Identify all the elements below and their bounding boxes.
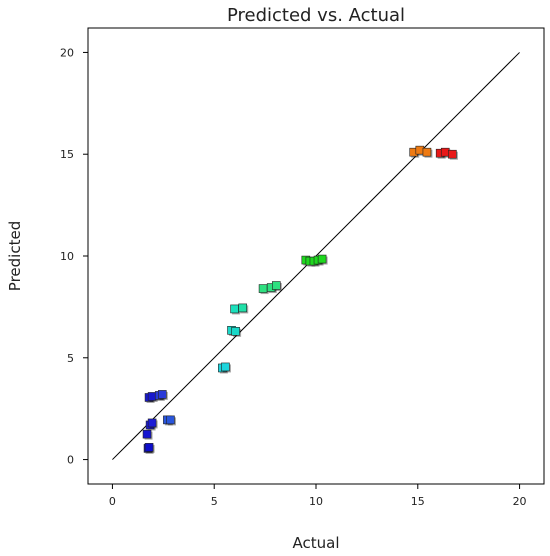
data-point	[166, 415, 176, 426]
x-tick-label: 10	[309, 495, 323, 508]
data-point	[144, 443, 155, 453]
y-tick-label: 0	[67, 454, 74, 467]
x-tick-label: 5	[211, 495, 218, 508]
data-point	[221, 362, 231, 373]
chart-title: Predicted vs. Actual	[227, 5, 405, 26]
y-tick-label: 5	[67, 352, 74, 365]
y-axis-ticks: 0 5 10 15 20	[60, 46, 88, 467]
data-point	[238, 303, 249, 314]
data-points	[142, 145, 458, 454]
data-point	[147, 418, 158, 429]
data-point	[448, 149, 458, 160]
x-axis-title: Actual	[293, 534, 340, 552]
data-point	[231, 327, 242, 337]
x-tick-label: 0	[109, 495, 116, 508]
data-point	[272, 281, 282, 292]
y-tick-label: 15	[60, 148, 74, 161]
data-point	[158, 390, 168, 400]
x-tick-label: 20	[513, 495, 527, 508]
y-tick-label: 10	[60, 250, 74, 263]
data-point	[422, 147, 433, 158]
x-tick-label: 15	[411, 495, 425, 508]
y-axis-title: Predicted	[6, 221, 24, 291]
x-axis-ticks: 0 5 10 15 20	[109, 484, 527, 508]
data-point	[317, 254, 328, 265]
y-tick-label: 20	[60, 46, 74, 59]
data-point	[142, 429, 153, 440]
